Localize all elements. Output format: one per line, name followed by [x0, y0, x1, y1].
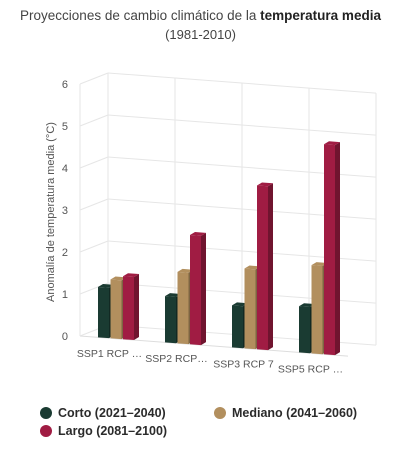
y-tick-label: 3	[62, 205, 68, 217]
bar	[123, 276, 134, 341]
x-tick-label: SSP2 RCP…	[145, 353, 207, 365]
y-tick-label: 4	[62, 163, 68, 175]
bar	[324, 144, 335, 356]
bar-top	[165, 293, 181, 297]
y-axis-title: Anomalía de temperatura media (°C)	[45, 122, 57, 302]
y-tick-label: 1	[62, 289, 68, 301]
bar-side	[201, 232, 206, 346]
y-tick-label: 5	[62, 121, 68, 133]
bar-top	[311, 262, 328, 266]
legend-swatch-mediano	[214, 407, 226, 419]
y-tick-label: 0	[62, 331, 68, 343]
floor-front-edge	[79, 335, 349, 357]
bar	[299, 306, 310, 354]
x-tick-label: SSP5 RCP …	[278, 363, 343, 375]
legend-item-corto[interactable]: Corto (2021–2040)	[40, 406, 166, 420]
gridline-side	[79, 114, 109, 127]
bar-top	[324, 141, 340, 146]
chart-title: Proyecciones de cambio climático de la t…	[0, 7, 401, 25]
legend-label-largo: Largo (2081–2100)	[58, 424, 168, 438]
bar	[311, 265, 323, 355]
bar-top	[177, 268, 194, 273]
bar	[110, 279, 122, 340]
gridline-side	[79, 72, 109, 85]
bar	[257, 185, 268, 351]
bar-top	[98, 283, 114, 288]
chart-title-bold: temperatura media	[260, 8, 381, 23]
y-tick-label: 2	[62, 247, 68, 259]
chart-title-prefix: Proyecciones de cambio climático de la	[20, 8, 261, 23]
labels-layer: 0 1 2 3 4 5 6 Anomalía de temperatura media (°C…	[45, 79, 343, 375]
bar	[190, 235, 201, 346]
bar-top	[110, 276, 127, 281]
bar-top	[232, 302, 248, 307]
bar-side	[268, 183, 273, 351]
gridline-side	[79, 240, 109, 253]
bar	[98, 286, 109, 339]
chart-subtitle: (1981-2010)	[165, 27, 236, 42]
bar-top	[190, 232, 206, 236]
bar-top	[244, 265, 261, 270]
legend-label-corto: Corto (2021–2040)	[58, 406, 166, 420]
legend-item-largo[interactable]: Largo (2081–2100)	[40, 424, 167, 438]
bar	[244, 268, 256, 350]
bar-side	[335, 142, 340, 356]
y-tick-label: 6	[62, 79, 68, 91]
legend-swatch-largo	[40, 425, 52, 437]
legend-item-mediano[interactable]: Mediano (2041–2060)	[214, 406, 357, 420]
bar-side	[134, 274, 139, 341]
bar-top	[257, 182, 273, 187]
legend-swatch-corto	[40, 407, 52, 419]
gridline-side	[79, 198, 109, 211]
legend-label-mediano: Mediano (2041–2060)	[232, 406, 358, 420]
bar	[177, 271, 189, 345]
bars-layer	[98, 141, 340, 356]
bar-top	[299, 303, 315, 308]
bar	[165, 296, 176, 344]
x-tick-label: SSP3 RCP 7	[213, 358, 274, 370]
bar	[232, 305, 243, 349]
x-tick-label: SSP1 RCP …	[77, 348, 142, 360]
gridline-side	[79, 156, 109, 169]
bar-top	[123, 273, 139, 278]
